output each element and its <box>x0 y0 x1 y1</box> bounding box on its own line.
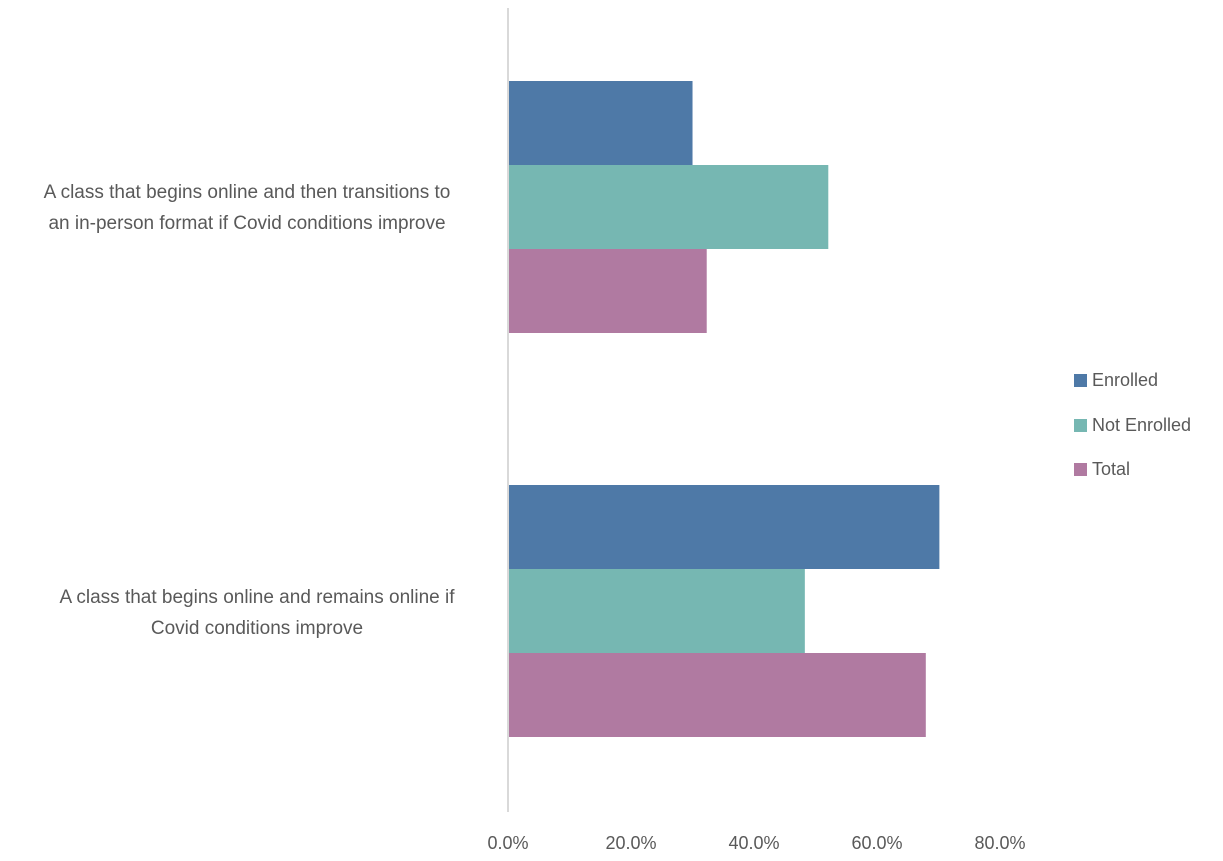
x-axis-tick-labels: 0.0% 20.0% 40.0% 60.0% 80.0% <box>487 833 1025 853</box>
x-tick-label: 40.0% <box>728 833 779 853</box>
legend-swatch-not-enrolled <box>1074 419 1087 432</box>
x-tick-label: 80.0% <box>974 833 1025 853</box>
bar-enrolled-1 <box>508 485 940 569</box>
category-labels: A class that begins online and then tran… <box>44 182 456 639</box>
bar-total-0 <box>508 249 707 333</box>
legend-label-not-enrolled: Not Enrolled <box>1092 415 1191 435</box>
bar-not-enrolled-1 <box>508 569 805 653</box>
legend: Enrolled Not Enrolled Total <box>1074 370 1191 479</box>
bar-enrolled-0 <box>508 81 693 165</box>
bars-layer <box>508 81 940 737</box>
bar-not-enrolled-0 <box>508 165 829 249</box>
legend-swatch-total <box>1074 463 1087 476</box>
legend-label-enrolled: Enrolled <box>1092 370 1158 390</box>
bar-total-1 <box>508 653 926 737</box>
x-tick-label: 60.0% <box>851 833 902 853</box>
legend-swatch-enrolled <box>1074 374 1087 387</box>
category-label-0-line-1: an in-person format if Covid conditions … <box>48 213 445 234</box>
x-tick-label: 0.0% <box>487 833 528 853</box>
category-label-0-line-0: A class that begins online and then tran… <box>44 182 451 203</box>
legend-label-total: Total <box>1092 459 1130 479</box>
x-tick-label: 20.0% <box>605 833 656 853</box>
category-label-1-line-1: Covid conditions improve <box>151 618 363 639</box>
category-label-1-line-0: A class that begins online and remains o… <box>59 587 455 608</box>
